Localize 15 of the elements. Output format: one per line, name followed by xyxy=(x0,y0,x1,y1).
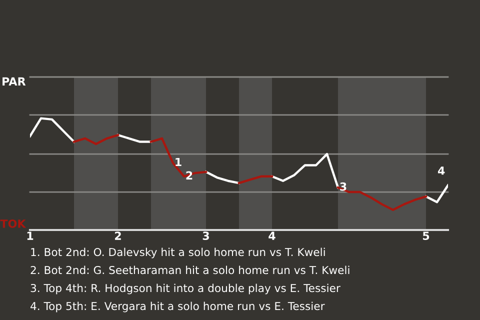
text: 2. Bot 2nd: G. Seetharaman hit a solo home run vs T. Kweli xyxy=(30,266,350,274)
text: 3. Top 4th: R. Hodgson hit into a double play vs E. Tessier xyxy=(30,284,340,294)
annotation: 2 xyxy=(186,171,192,180)
x-tick-label: 5 xyxy=(422,232,430,240)
text: 1. Bot 2nd: O. Dalevsky hit a solo home run vs T. Kweli xyxy=(31,248,325,258)
text: TOK xyxy=(0,219,26,228)
x-tick-label: 3 xyxy=(202,232,209,240)
text: PAR xyxy=(2,77,26,86)
annotation: 1 xyxy=(176,158,182,166)
text: 4. Top 5th: E. Vergara hit a solo home run vs E. Tessier xyxy=(30,302,325,312)
annotation: 4 xyxy=(438,166,445,175)
x-tick-label: 1 xyxy=(27,232,34,240)
x-tick-label: 2 xyxy=(115,232,121,240)
annotation: 3 xyxy=(340,182,346,191)
x-tick-label: 4 xyxy=(268,232,276,240)
